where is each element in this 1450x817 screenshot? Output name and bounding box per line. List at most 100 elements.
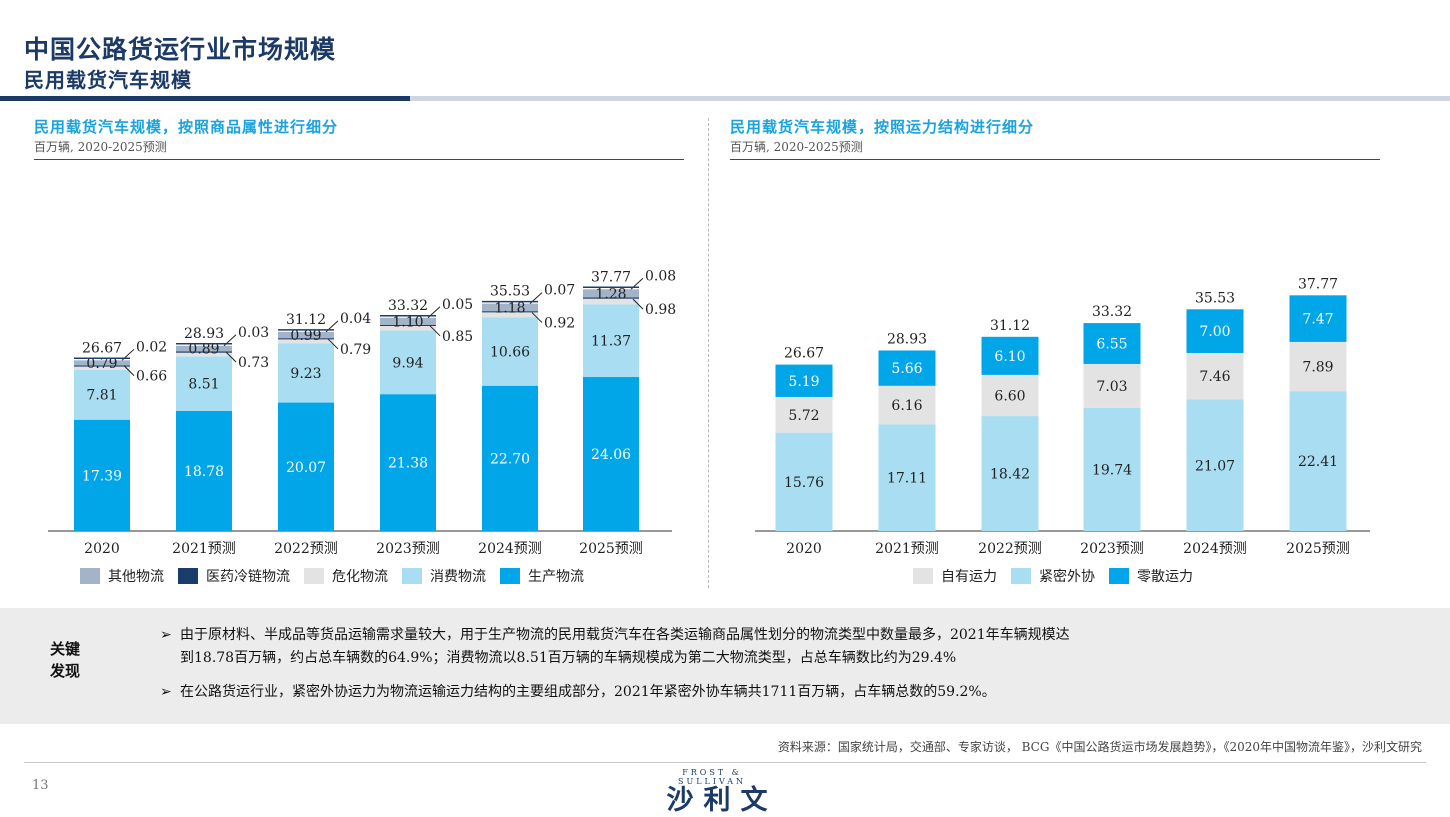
bar-segment (878, 385, 936, 425)
legend-swatch (80, 568, 100, 584)
legend-label: 生产物流 (528, 569, 584, 585)
data-label: 15.76 (784, 475, 824, 491)
legend-swatch (402, 568, 422, 584)
data-label: 0.05 (442, 297, 473, 313)
legend-label: 医药冷链物流 (206, 569, 290, 585)
right-chart-unit: 百万辆, 2020-2025预测 (730, 140, 863, 154)
arrow-bullet-icon: ➢ (160, 684, 172, 700)
data-label: 0.85 (442, 329, 473, 345)
bar-segment (1186, 309, 1244, 353)
legend-label: 零散运力 (1137, 569, 1193, 585)
bar-segment (981, 374, 1039, 417)
legend-swatch (500, 568, 520, 584)
legend-swatch (913, 568, 933, 584)
page-number: 13 (32, 778, 49, 793)
bar-segment (380, 325, 436, 331)
legend-label: 危化物流 (332, 569, 388, 585)
bar-segment (583, 297, 639, 305)
bar-segment (278, 338, 334, 340)
data-label: 0.79 (340, 342, 371, 358)
data-source: 资料来源：国家统计局，交通部、专家访谈， BCG《中国公路货运市场发展趋势》，《… (777, 740, 1422, 754)
data-label: 6.10 (994, 349, 1025, 365)
finding-1-line1: 由于原材料、半成品等货品运输需求量较大，用于生产物流的民用载货汽车在各类运输商品… (180, 627, 1070, 643)
data-label: 0.66 (136, 369, 167, 385)
data-label: 24.06 (591, 447, 631, 463)
total-label: 26.67 (82, 340, 122, 356)
bar-segment (176, 345, 232, 352)
bar-segment (1289, 295, 1347, 342)
data-label: 22.41 (1298, 454, 1338, 470)
bar-segment (775, 396, 833, 433)
bar-segment (74, 360, 130, 366)
data-label: 7.89 (1302, 360, 1333, 376)
x-tick-label: 2025预测 (1286, 541, 1350, 557)
data-label: 6.16 (891, 398, 922, 414)
bar-segment (278, 331, 334, 339)
bar-segment (482, 385, 538, 531)
bar-segment (583, 297, 639, 299)
data-label: 21.07 (1195, 458, 1235, 474)
legend-swatch (1109, 568, 1129, 584)
legend-label: 消费物流 (430, 569, 486, 585)
left-chart-unit: 百万辆, 2020-2025预测 (34, 140, 167, 154)
data-label: 0.79 (86, 356, 117, 372)
finding-item-1: ➢ 由于原材料、半成品等货品运输需求量较大，用于生产物流的民用载货汽车在各类运输商… (160, 624, 1360, 670)
legend-item: 自有运力 (913, 566, 997, 586)
bar-segment (74, 369, 130, 420)
data-label: 5.66 (891, 361, 922, 377)
data-label: 7.47 (1302, 312, 1333, 328)
right-chart-title: 民用载货汽车规模，按照运力结构进行细分 (730, 118, 1035, 136)
right-chart-rule (730, 159, 1380, 160)
page-title: 中国公路货运行业市场规模 (24, 35, 337, 64)
bar-segment (380, 317, 436, 325)
bar-segment (482, 303, 538, 312)
data-label: 1.28 (595, 286, 626, 302)
x-tick-label: 2020 (84, 541, 120, 557)
data-label: 9.23 (290, 366, 321, 382)
bar-segment (74, 419, 130, 531)
x-tick-label: 2021预测 (172, 541, 236, 557)
bar-segment (482, 317, 538, 386)
data-label: 7.81 (86, 388, 117, 404)
data-label: 21.38 (388, 456, 428, 472)
logo-shaliwen: 沙利文 (666, 785, 778, 816)
callout-line (327, 338, 339, 350)
total-label: 31.12 (990, 318, 1030, 334)
finding-item-2: ➢ 在公路货运行业，紧密外协运力为物流运输运力结构的主要组成部分，2021年紧密外… (160, 681, 1360, 704)
total-label: 28.93 (184, 326, 224, 342)
legend-item: 零散运力 (1109, 566, 1193, 586)
data-label: 0.98 (645, 302, 676, 318)
data-label: 0.04 (340, 311, 371, 327)
data-label: 10.66 (490, 345, 530, 361)
x-tick-label: 2024预测 (478, 541, 542, 557)
key-findings-panel: 关键 发现 ➢ 由于原材料、半成品等货品运输需求量较大，用于生产物流的民用载货汽车… (0, 608, 1450, 724)
legend-label: 紧密外协 (1039, 569, 1095, 585)
data-label: 0.03 (238, 325, 269, 341)
data-label: 18.42 (990, 467, 1030, 483)
data-label: 9.94 (392, 355, 423, 371)
data-label: 0.07 (544, 283, 575, 299)
legend-label: 其他物流 (108, 569, 164, 585)
key-findings-label-line2: 发现 (50, 662, 81, 680)
legend-item: 其他物流 (80, 566, 164, 586)
data-label: 17.39 (82, 468, 122, 484)
bar-segment (878, 424, 936, 531)
legend-swatch (304, 568, 324, 584)
callout-line (531, 312, 543, 323)
legend-item: 消费物流 (402, 566, 486, 586)
data-label: 0.99 (290, 328, 321, 344)
bar-segment (482, 311, 538, 313)
legend-item: 紧密外协 (1011, 566, 1095, 586)
total-label: 33.32 (1092, 304, 1132, 320)
data-label: 7.00 (1199, 324, 1230, 340)
total-label: 35.53 (490, 284, 530, 300)
data-label: 0.89 (188, 342, 219, 358)
data-label: 6.60 (994, 388, 1025, 404)
finding-2-text: 在公路货运行业，紧密外协运力为物流运输运力结构的主要组成部分，2021年紧密外协… (180, 684, 996, 700)
total-label: 37.77 (591, 269, 631, 285)
left-chart-legend: 其他物流 医药冷链物流 危化物流 消费物流 生产物流 (80, 566, 598, 586)
total-label: 33.32 (388, 298, 428, 314)
data-label: 7.46 (1199, 369, 1230, 385)
data-label: 5.19 (788, 374, 819, 390)
legend-item: 生产物流 (500, 566, 584, 586)
